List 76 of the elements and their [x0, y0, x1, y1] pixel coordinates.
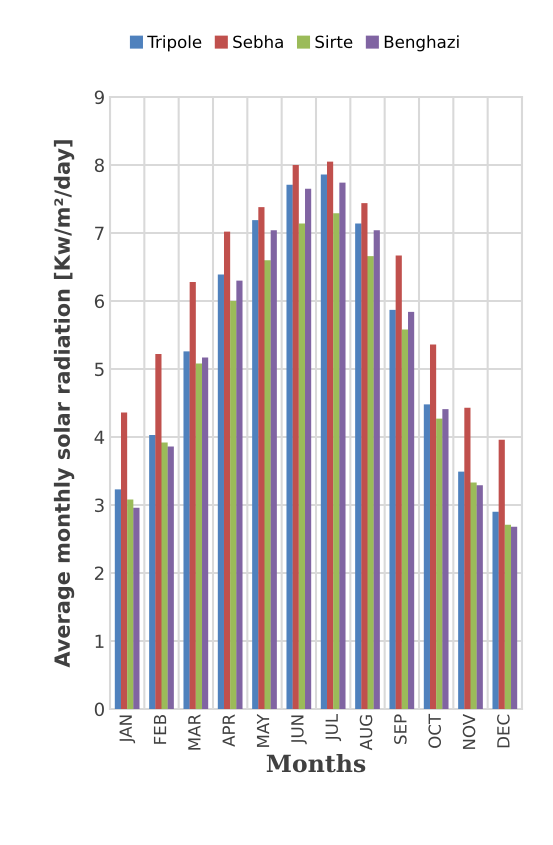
x-axis-title: Months [266, 754, 366, 772]
legend-label: Sirte [315, 35, 352, 48]
bar [402, 330, 408, 709]
bar [430, 344, 436, 709]
bar [196, 364, 202, 709]
bar [464, 408, 470, 709]
bar [326, 162, 334, 709]
bar [149, 434, 156, 709]
bar [168, 446, 174, 709]
bar [368, 256, 374, 709]
bar [270, 230, 277, 709]
bar [236, 280, 243, 709]
bar [218, 274, 224, 709]
bar [114, 489, 121, 709]
legend-label: Tripole [147, 35, 202, 52]
legend-label: Sebha [233, 35, 283, 48]
bar [120, 412, 128, 709]
y-tick-label: 4 [94, 430, 104, 444]
x-tick-label: JUN [291, 716, 307, 744]
bar [470, 482, 477, 709]
bar [224, 232, 230, 709]
bar [155, 354, 162, 709]
bar [458, 472, 464, 709]
bar [442, 409, 449, 709]
bar [190, 282, 196, 709]
x-tick-label: SEP [394, 714, 407, 744]
x-tick-label: JUL [326, 714, 342, 742]
bar [292, 165, 299, 709]
x-tick-label: DEC [497, 714, 510, 748]
x-tick-label: FEB [154, 715, 166, 744]
bar [511, 526, 518, 709]
x-tick-label: APR [222, 714, 235, 747]
bar [504, 524, 512, 709]
bar [258, 207, 264, 709]
bar [320, 174, 327, 709]
bar [476, 485, 483, 709]
y-tick-label: 3 [95, 498, 104, 512]
legend-label: Benghazi [384, 35, 459, 52]
y-tick-label: 7 [95, 226, 104, 240]
x-tick-label: AUG [360, 715, 372, 750]
bar [252, 220, 258, 709]
bar [305, 188, 312, 709]
bar [286, 184, 293, 709]
bar [492, 512, 499, 709]
bar [339, 182, 346, 709]
y-tick-label: 9 [94, 90, 104, 104]
bar [183, 351, 190, 709]
bar [361, 203, 368, 709]
bar [127, 500, 134, 709]
bar [162, 442, 168, 709]
bar [436, 418, 442, 709]
bar [389, 310, 396, 709]
bar [355, 223, 362, 709]
y-tick-label: 8 [94, 158, 104, 172]
y-tick-label: 6 [94, 294, 104, 308]
y-tick-label: 2 [94, 566, 104, 580]
bar [408, 312, 414, 709]
bar [133, 508, 140, 709]
bar [264, 260, 271, 709]
y-tick-label: 1 [96, 634, 104, 648]
x-tick-label: OCT [428, 714, 442, 748]
x-tick-label: MAY [256, 714, 270, 747]
x-tick-label: JAN [120, 716, 136, 744]
y-tick-label: 5 [95, 362, 104, 376]
bar [396, 255, 402, 709]
bar [202, 357, 208, 709]
y-tick-label: 0 [94, 702, 104, 716]
bar [374, 230, 380, 709]
x-tick-label: NOV [462, 714, 476, 749]
x-tick-label: MAR [188, 714, 200, 750]
y-axis-title: Average monthly solar radiation [Kw/m²/day] [54, 140, 74, 668]
bar [298, 223, 306, 709]
bar [424, 404, 430, 709]
bar [333, 213, 340, 709]
bar [230, 301, 236, 709]
bar [498, 440, 505, 709]
